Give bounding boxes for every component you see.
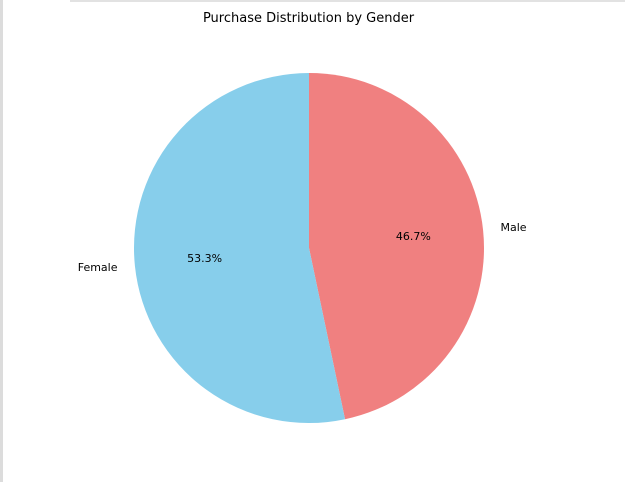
pie-slice-female xyxy=(133,72,346,424)
slice-label-male: Male xyxy=(501,221,527,234)
chart-title: Purchase Distribution by Gender xyxy=(202,11,415,26)
pie-labels: Male 46.7% Female 53.3% xyxy=(78,221,527,274)
pie-slices xyxy=(133,72,484,424)
left-border xyxy=(0,0,3,482)
slice-percent-female: 53.3% xyxy=(187,252,222,265)
slice-label-female: Female xyxy=(78,261,118,274)
top-border xyxy=(70,0,625,2)
pie-slice-male xyxy=(309,73,484,420)
slice-percent-male: 46.7% xyxy=(396,230,431,243)
